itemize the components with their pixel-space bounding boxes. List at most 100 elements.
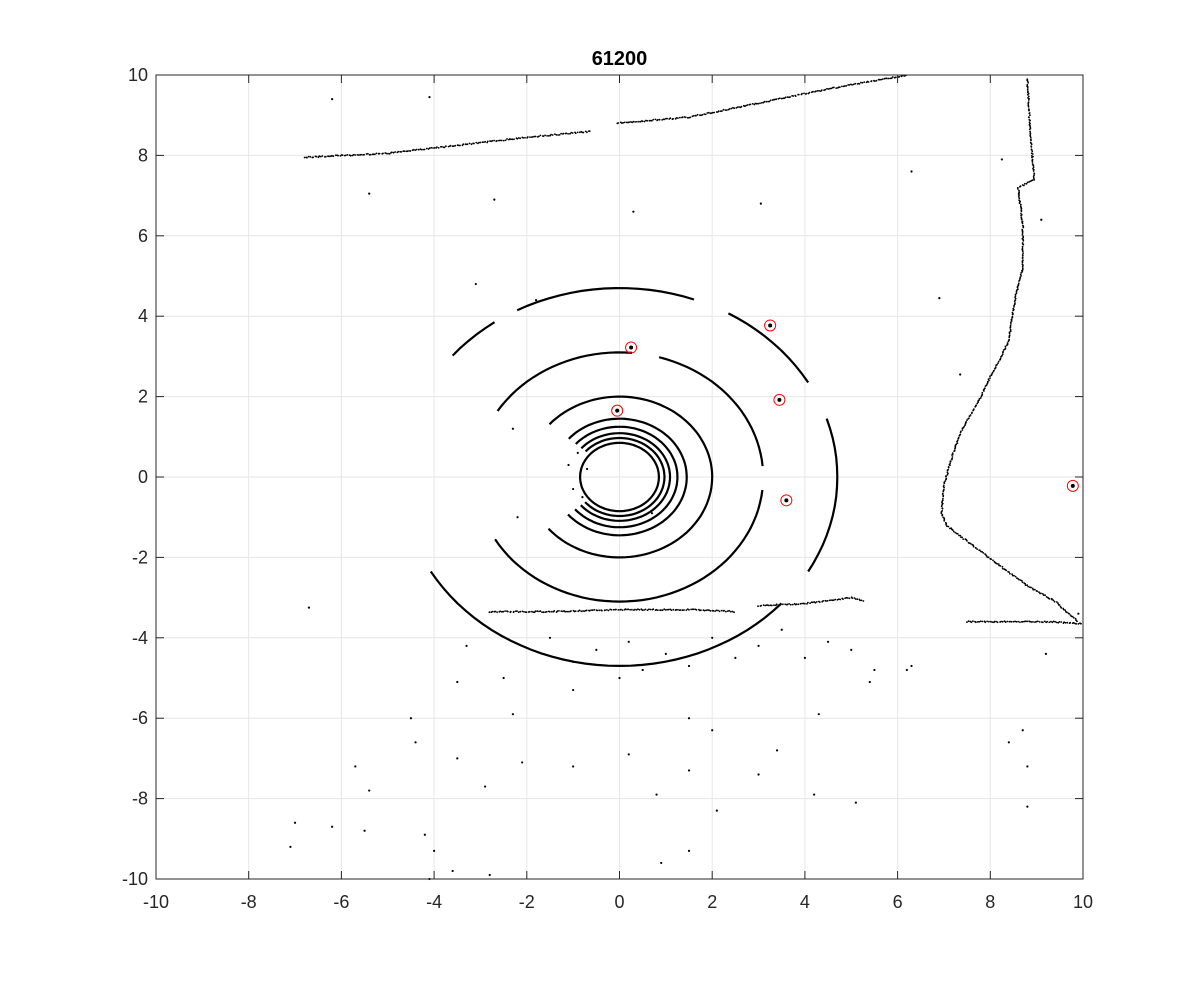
- scan-point: [1080, 622, 1082, 625]
- scan-point: [728, 108, 731, 110]
- scan-point: [1006, 620, 1009, 623]
- scan-point: [822, 600, 825, 602]
- scan-point: [479, 141, 482, 144]
- scan-point: [496, 139, 498, 142]
- scan-point: [627, 608, 630, 611]
- scan-point: [638, 120, 640, 123]
- scatter-point: [493, 198, 496, 201]
- scatter-point: [650, 512, 654, 515]
- x-tick-label: 6: [893, 892, 903, 912]
- scan-point: [555, 134, 558, 136]
- scan-point: [962, 538, 965, 540]
- scatter-point: [854, 801, 857, 804]
- scan-point: [374, 153, 376, 156]
- scan-point: [740, 105, 743, 108]
- scan-point: [1063, 621, 1065, 624]
- scan-point: [1000, 620, 1003, 623]
- scan-point: [493, 139, 495, 142]
- scan-point: [528, 610, 531, 613]
- ring-4: [567, 417, 688, 537]
- scan-point: [539, 134, 542, 137]
- scatter-point: [414, 741, 417, 744]
- scan-point: [1029, 620, 1031, 623]
- scan-point: [961, 427, 964, 430]
- scan-point: [356, 154, 359, 156]
- scan-point: [529, 136, 531, 139]
- scan-point: [625, 121, 628, 124]
- scan-point: [357, 154, 360, 156]
- scan-point: [574, 610, 577, 612]
- x-tick-label: 8: [985, 892, 995, 912]
- scan-point: [954, 445, 957, 448]
- scan-point: [956, 442, 959, 444]
- scan-point: [1009, 328, 1012, 331]
- x-tick-label: -8: [241, 892, 257, 912]
- scan-point: [725, 610, 727, 613]
- scan-point: [378, 152, 381, 155]
- scan-point: [499, 610, 502, 613]
- scan-point: [895, 76, 897, 79]
- scan-point: [382, 152, 384, 155]
- scan-point: [1030, 586, 1032, 589]
- scan-point: [391, 151, 393, 154]
- scan-point: [961, 536, 963, 539]
- scan-point: [562, 132, 565, 135]
- scan-point: [891, 76, 894, 78]
- scan-point: [947, 525, 950, 528]
- scan-point: [1026, 93, 1029, 96]
- scan-point: [829, 87, 831, 90]
- scan-point: [617, 122, 620, 124]
- scan-point: [985, 555, 988, 557]
- scan-point: [704, 113, 707, 116]
- scan-point: [1017, 620, 1019, 623]
- scan-point: [567, 133, 569, 135]
- scan-point: [981, 620, 984, 623]
- scan-point: [539, 610, 542, 612]
- scan-point: [777, 604, 780, 606]
- scatter-point: [548, 636, 552, 639]
- scatter-point: [868, 680, 871, 684]
- scan-point: [436, 146, 438, 149]
- scan-point: [432, 147, 434, 149]
- scan-point: [1004, 621, 1007, 623]
- scan-point: [961, 429, 964, 431]
- scan-point: [346, 154, 349, 156]
- scan-point: [987, 556, 990, 559]
- scan-point: [1020, 275, 1022, 277]
- x-tick-label: -6: [333, 892, 349, 912]
- scan-point: [970, 621, 973, 624]
- scan-point: [1031, 150, 1034, 153]
- scan-point: [574, 132, 577, 135]
- scan-point: [617, 609, 620, 611]
- scan-point: [1066, 621, 1069, 624]
- scan-point: [468, 142, 471, 145]
- scan-point: [749, 103, 752, 106]
- scan-point: [309, 156, 312, 158]
- scan-point: [1053, 600, 1056, 603]
- scan-point: [337, 154, 339, 157]
- scan-point: [675, 117, 678, 119]
- scan-point: [736, 106, 739, 108]
- scan-point: [987, 378, 990, 380]
- scan-point: [834, 598, 837, 601]
- y-tick-label: 0: [138, 467, 148, 487]
- scan-point: [959, 534, 962, 537]
- scan-point: [1032, 588, 1035, 591]
- scan-point: [945, 475, 947, 478]
- scan-point: [1033, 173, 1036, 175]
- scan-point: [685, 609, 688, 611]
- scan-point: [818, 90, 821, 92]
- scan-point: [975, 621, 977, 624]
- scan-point: [1023, 620, 1026, 623]
- scan-point: [628, 121, 631, 123]
- scan-point: [511, 138, 514, 141]
- scan-point: [762, 604, 765, 606]
- scan-point: [549, 611, 551, 613]
- scan-point: [652, 118, 655, 121]
- scan-point: [1043, 620, 1046, 623]
- scan-point: [554, 133, 556, 136]
- scan-point: [881, 78, 884, 80]
- scan-point: [713, 111, 716, 114]
- scan-point: [510, 138, 512, 141]
- scan-point: [459, 144, 461, 147]
